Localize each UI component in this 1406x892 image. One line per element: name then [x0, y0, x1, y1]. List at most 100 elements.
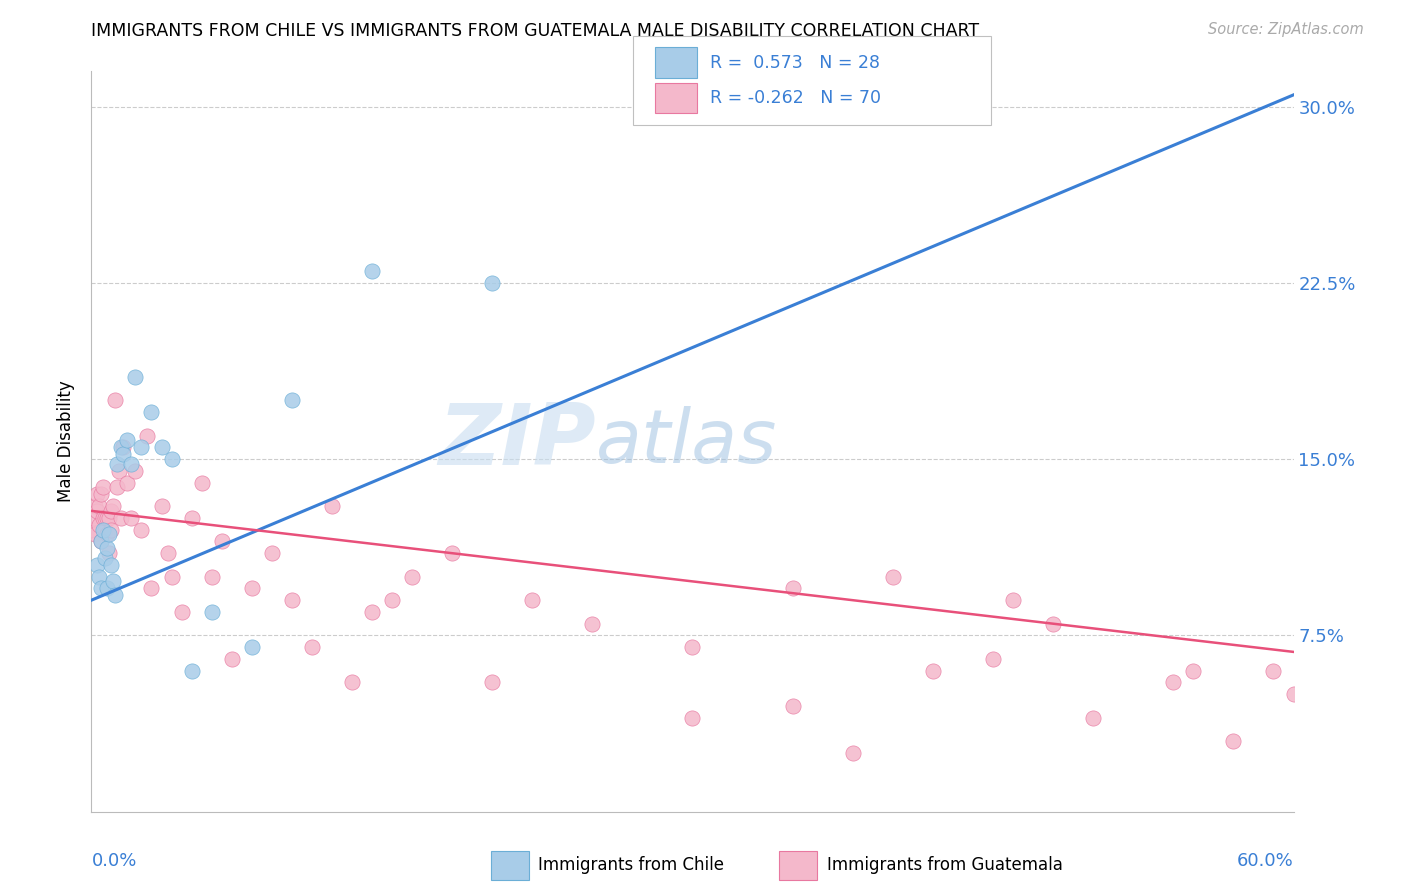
Point: [841, 746, 863, 760]
Point: [100, 558, 122, 572]
Point: [360, 264, 382, 278]
Point: [100, 504, 122, 518]
Point: [440, 546, 463, 560]
Text: Source: ZipAtlas.com: Source: ZipAtlas.com: [1208, 22, 1364, 37]
Point: [86, 487, 108, 501]
Text: ZIP: ZIP: [439, 400, 596, 483]
Point: [124, 370, 146, 384]
Point: [103, 499, 125, 513]
Point: [1163, 675, 1185, 690]
Point: [922, 664, 945, 678]
Point: [381, 593, 404, 607]
Point: [156, 546, 179, 560]
Point: [170, 605, 193, 619]
Point: [180, 511, 202, 525]
Point: [98, 511, 121, 525]
Point: [141, 582, 163, 596]
Point: [481, 675, 503, 690]
Text: atlas: atlas: [596, 406, 778, 477]
Point: [94, 550, 117, 565]
Point: [681, 640, 703, 655]
Point: [1222, 734, 1244, 748]
Point: [150, 499, 173, 513]
Point: [96, 511, 118, 525]
Point: [681, 711, 703, 725]
Text: R = -0.262   N = 70: R = -0.262 N = 70: [710, 89, 882, 107]
Point: [107, 457, 129, 471]
Point: [240, 640, 263, 655]
Point: [110, 441, 132, 455]
Point: [86, 558, 108, 572]
Point: [160, 570, 183, 584]
Point: [103, 574, 125, 589]
Point: [131, 441, 153, 455]
Point: [522, 593, 544, 607]
Point: [117, 475, 139, 490]
Point: [104, 393, 127, 408]
Point: [1182, 664, 1205, 678]
Text: IMMIGRANTS FROM CHILE VS IMMIGRANTS FROM GUATEMALA MALE DISABILITY CORRELATION C: IMMIGRANTS FROM CHILE VS IMMIGRANTS FROM…: [91, 22, 980, 40]
Point: [882, 570, 904, 584]
Point: [100, 523, 122, 537]
Point: [321, 499, 343, 513]
Point: [89, 570, 111, 584]
Point: [94, 511, 117, 525]
Point: [1282, 687, 1305, 701]
Point: [86, 504, 108, 518]
Point: [82, 523, 104, 537]
Point: [136, 428, 159, 442]
Point: [782, 582, 804, 596]
Text: R =  0.573   N = 28: R = 0.573 N = 28: [710, 54, 880, 71]
Point: [108, 464, 131, 478]
Point: [131, 523, 153, 537]
Point: [93, 511, 115, 525]
Point: [201, 605, 224, 619]
Point: [211, 534, 233, 549]
Point: [782, 698, 804, 713]
Point: [260, 546, 283, 560]
Point: [110, 511, 132, 525]
Point: [96, 582, 118, 596]
Point: [82, 511, 104, 525]
Point: [121, 511, 143, 525]
Point: [104, 589, 127, 603]
Y-axis label: Male Disability: Male Disability: [58, 381, 76, 502]
Point: [281, 393, 304, 408]
Point: [240, 582, 263, 596]
Point: [124, 464, 146, 478]
Text: 0.0%: 0.0%: [91, 853, 136, 871]
Point: [98, 546, 121, 560]
Point: [281, 593, 304, 607]
Text: 60.0%: 60.0%: [1237, 853, 1294, 871]
Point: [112, 441, 135, 455]
Point: [160, 452, 183, 467]
Point: [121, 457, 143, 471]
Point: [360, 605, 382, 619]
Point: [401, 570, 423, 584]
Point: [84, 499, 107, 513]
Point: [301, 640, 323, 655]
Point: [90, 534, 112, 549]
Text: Immigrants from Guatemala: Immigrants from Guatemala: [827, 856, 1063, 874]
Point: [90, 534, 112, 549]
Point: [90, 487, 112, 501]
Point: [89, 518, 111, 533]
Point: [201, 570, 224, 584]
Point: [221, 652, 243, 666]
Point: [981, 652, 1004, 666]
Point: [1263, 664, 1285, 678]
Point: [141, 405, 163, 419]
Point: [117, 434, 139, 448]
Point: [340, 675, 363, 690]
Point: [93, 523, 115, 537]
Point: [96, 541, 118, 556]
Point: [1001, 593, 1024, 607]
Point: [481, 276, 503, 290]
Point: [150, 441, 173, 455]
Point: [96, 527, 118, 541]
Point: [190, 475, 212, 490]
Point: [94, 523, 117, 537]
Point: [89, 499, 111, 513]
Point: [84, 527, 107, 541]
Point: [581, 616, 603, 631]
